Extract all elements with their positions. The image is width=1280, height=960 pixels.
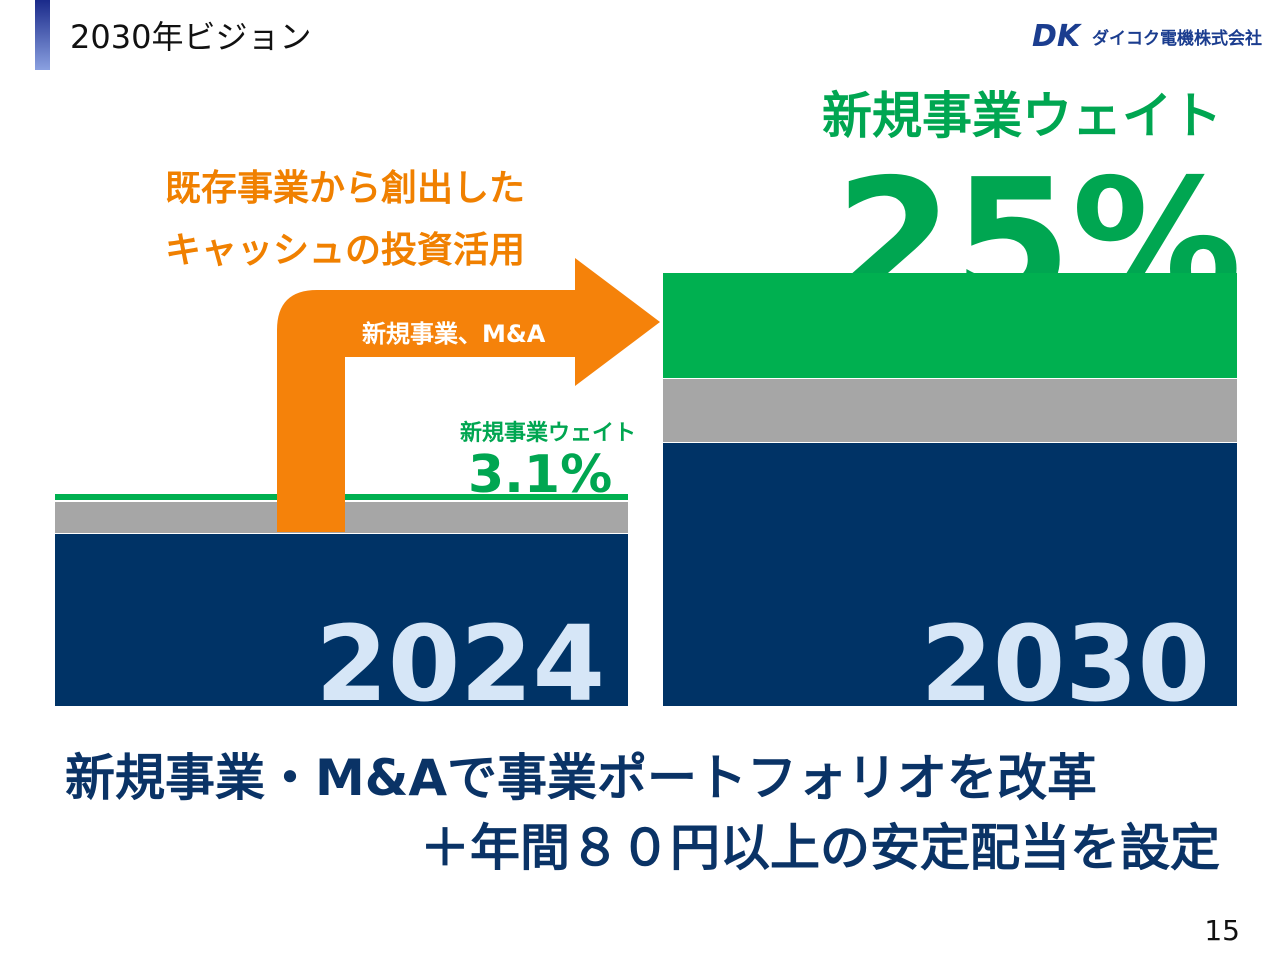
year-label: 2024 — [316, 603, 605, 725]
weight-label: 新規事業ウェイト — [460, 420, 636, 446]
logo-mark: DK — [1032, 19, 1083, 54]
weight-value: 3.1% — [468, 445, 612, 505]
core-segment — [663, 443, 1237, 706]
weight-label: 新規事業ウェイト — [822, 87, 1222, 145]
new-business-segment — [663, 273, 1237, 378]
footer-line: ＋年間８０円以上の安定配当を設定 — [420, 819, 1220, 877]
logo-text: ダイコク電機株式会社 — [1092, 28, 1262, 49]
arrow-label: 新規事業、M&A — [362, 320, 546, 348]
investment-arrow — [277, 258, 660, 532]
header-accent — [35, 0, 50, 70]
year-label: 2030 — [921, 603, 1210, 725]
arrow-caption: キャッシュの投資活用 — [165, 230, 525, 271]
other-segment — [663, 379, 1237, 442]
footer-line: 新規事業・M&Aで事業ポートフォリオを改革 — [65, 749, 1097, 807]
page-number: 15 — [1204, 914, 1240, 947]
arrow-caption: 既存事業から創出した — [165, 168, 525, 209]
header-title: 2030年ビジョン — [70, 18, 311, 56]
core-segment — [55, 534, 628, 706]
